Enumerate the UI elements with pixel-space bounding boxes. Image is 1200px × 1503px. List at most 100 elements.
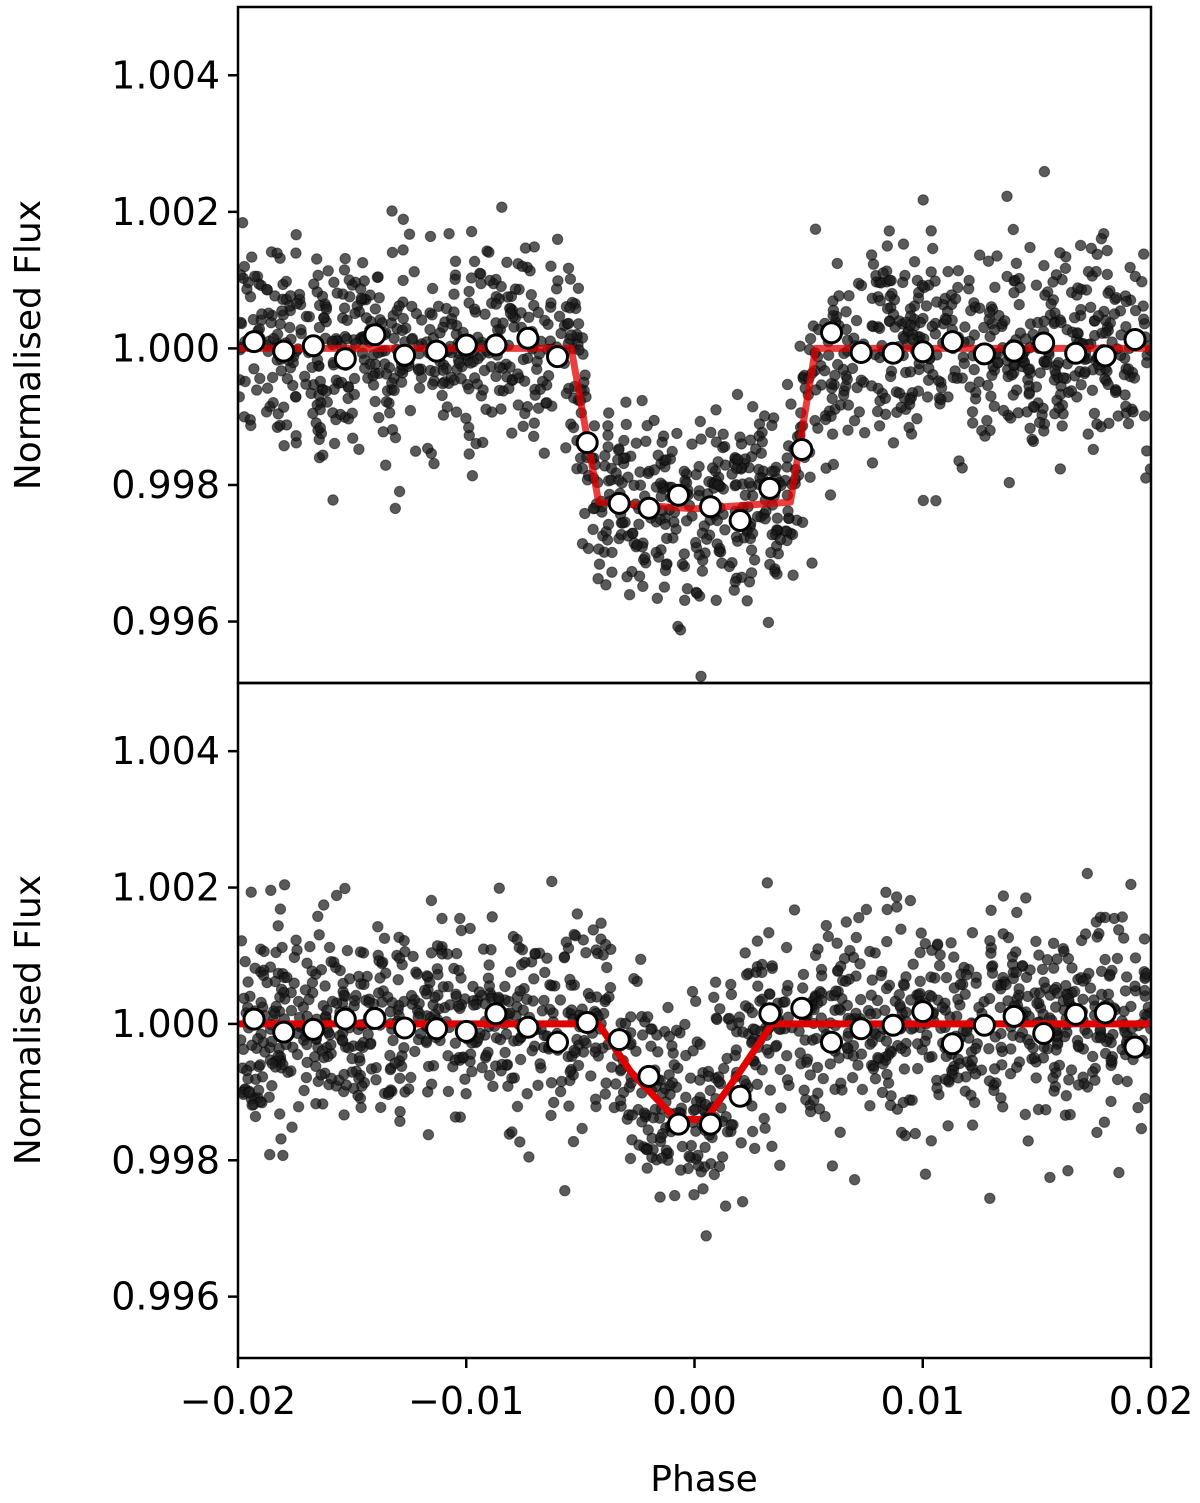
raw-data-point [1138, 248, 1150, 260]
raw-data-point [356, 1080, 368, 1092]
raw-data-point [624, 1152, 637, 1165]
raw-data-point [267, 397, 279, 409]
raw-data-point [274, 1108, 286, 1120]
raw-data-point [880, 1035, 893, 1047]
raw-data-point [276, 305, 288, 317]
raw-data-point [1059, 262, 1072, 274]
raw-data-point [642, 1011, 654, 1023]
raw-data-point [833, 290, 845, 302]
raw-data-point [637, 580, 649, 592]
raw-data-point [639, 551, 651, 564]
raw-data-point [1122, 417, 1135, 430]
raw-data-point [891, 901, 903, 913]
raw-data-point [1090, 916, 1103, 928]
raw-data-point [904, 393, 916, 406]
raw-data-point [725, 988, 738, 1001]
raw-data-point [369, 303, 382, 315]
raw-data-point [265, 884, 277, 896]
raw-data-point [411, 968, 423, 980]
raw-data-point [1054, 247, 1066, 259]
raw-data-point [970, 977, 982, 989]
raw-data-point [654, 1191, 666, 1203]
raw-data-point [303, 993, 315, 1006]
raw-data-point [403, 1083, 415, 1095]
raw-data-point [1088, 407, 1101, 420]
binned-data-point [849, 341, 873, 364]
raw-data-point [628, 479, 640, 491]
raw-data-point [810, 1032, 822, 1045]
raw-data-point [819, 365, 831, 377]
raw-data-point [797, 968, 810, 981]
raw-data-point [883, 225, 895, 237]
raw-data-point [774, 1063, 786, 1076]
raw-data-point [1056, 420, 1068, 432]
x-tick-label: 0.00 [652, 1379, 737, 1423]
raw-data-point [349, 307, 361, 320]
binned-data-point [637, 1064, 661, 1088]
transit-model-line [238, 344, 1151, 513]
raw-data-point [272, 1049, 284, 1062]
raw-data-point [668, 1059, 680, 1071]
raw-data-point [809, 223, 822, 235]
raw-data-point [660, 559, 672, 571]
raw-data-point [539, 314, 551, 327]
raw-data-point [338, 264, 351, 276]
y-tick-label: 1.004 [111, 53, 220, 97]
raw-data-point [895, 1126, 908, 1139]
raw-data-point [436, 948, 448, 960]
raw-data-point [952, 265, 964, 277]
raw-data-point [486, 911, 498, 923]
raw-data-point [840, 975, 852, 987]
raw-data-point [981, 414, 993, 427]
raw-data-point [1139, 1092, 1151, 1105]
raw-data-point [966, 927, 979, 939]
raw-data-point [645, 1023, 657, 1035]
raw-data-point [921, 391, 934, 403]
raw-data-point [854, 958, 866, 970]
raw-data-point [745, 567, 758, 579]
raw-data-point [425, 894, 438, 907]
raw-data-point [765, 546, 777, 559]
raw-data-point [686, 438, 698, 450]
raw-data-point [1120, 400, 1132, 412]
raw-data-point [238, 935, 248, 947]
raw-data-point [377, 956, 389, 968]
raw-data-point [1087, 443, 1100, 456]
raw-data-point [968, 363, 980, 376]
raw-data-point [602, 518, 615, 531]
bottom-model-curve [238, 1020, 1151, 1123]
raw-data-point [826, 1160, 839, 1172]
raw-data-point [1129, 952, 1142, 964]
raw-data-point [750, 443, 762, 455]
raw-data-point [982, 255, 995, 267]
raw-data-point [912, 1062, 924, 1075]
raw-data-point [915, 927, 927, 939]
raw-data-point [1082, 265, 1095, 278]
raw-data-point [697, 554, 709, 567]
raw-data-point [601, 961, 613, 974]
raw-data-point [278, 879, 291, 891]
raw-data-point [1034, 367, 1046, 379]
raw-data-point [555, 327, 567, 340]
raw-data-point [979, 430, 991, 442]
raw-data-point [931, 296, 943, 308]
raw-data-point [658, 581, 671, 593]
raw-data-point [453, 357, 465, 369]
raw-data-point [1121, 1075, 1133, 1088]
raw-data-point [290, 247, 302, 259]
raw-data-point [601, 534, 614, 546]
raw-data-point [1074, 239, 1087, 252]
raw-data-point [1014, 1031, 1026, 1044]
raw-data-point [840, 306, 852, 318]
raw-data-point [1105, 1054, 1117, 1066]
raw-data-point [763, 927, 775, 939]
raw-data-point [1000, 978, 1012, 991]
raw-data-point [820, 919, 832, 932]
raw-data-point [704, 1084, 716, 1097]
y-tick-label: 0.996 [111, 600, 220, 644]
raw-data-point [312, 910, 324, 922]
raw-data-point [942, 1120, 954, 1132]
raw-data-point [689, 1103, 701, 1116]
raw-data-point [929, 972, 941, 984]
raw-data-point [480, 403, 492, 415]
